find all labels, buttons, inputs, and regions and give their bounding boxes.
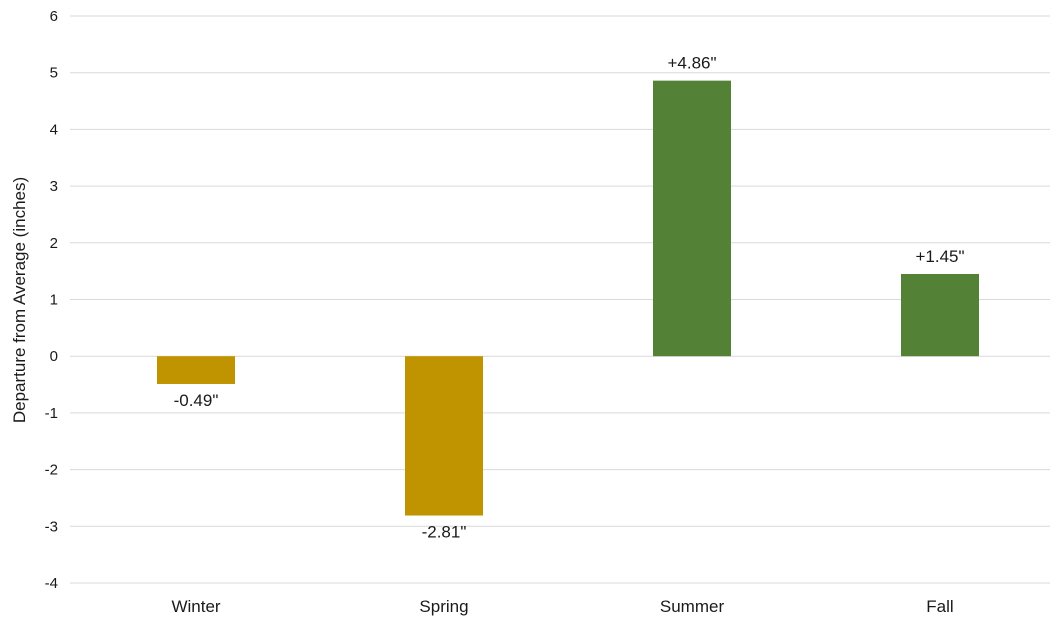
y-tick-label: 6: [50, 8, 58, 25]
y-tick-label: 0: [50, 348, 58, 365]
bars: [157, 80, 979, 516]
y-tick-label: -4: [45, 575, 58, 592]
data-label-summer: +4.86": [667, 54, 716, 73]
bar-summer: [653, 80, 731, 357]
data-labels: -0.49" -2.81" +4.86" +1.45": [174, 54, 965, 542]
category-label-spring: Spring: [419, 597, 468, 616]
y-tick-label: 2: [50, 235, 58, 252]
data-label-fall: +1.45": [915, 247, 964, 266]
category-label-summer: Summer: [660, 597, 725, 616]
data-label-winter: -0.49": [174, 391, 219, 410]
x-axis-categories: Winter Spring Summer Fall: [171, 597, 953, 616]
bar-fall: [901, 273, 979, 357]
y-tick-label: 4: [50, 121, 58, 138]
y-tick-label: -1: [45, 405, 58, 422]
y-tick-label: 1: [50, 292, 58, 309]
y-tick-label: 5: [50, 65, 58, 82]
category-label-fall: Fall: [926, 597, 953, 616]
y-axis-ticks: 6 5 4 3 2 1 0 -1 -2 -3 -4: [45, 8, 58, 592]
y-tick-label: 3: [50, 178, 58, 195]
category-label-winter: Winter: [171, 597, 220, 616]
bar-spring: [405, 356, 483, 516]
data-label-spring: -2.81": [422, 523, 467, 542]
y-axis-title: Departure from Average (inches): [10, 177, 29, 423]
bar-winter: [157, 356, 235, 384]
y-tick-label: -3: [45, 518, 58, 535]
y-tick-label: -2: [45, 462, 58, 479]
